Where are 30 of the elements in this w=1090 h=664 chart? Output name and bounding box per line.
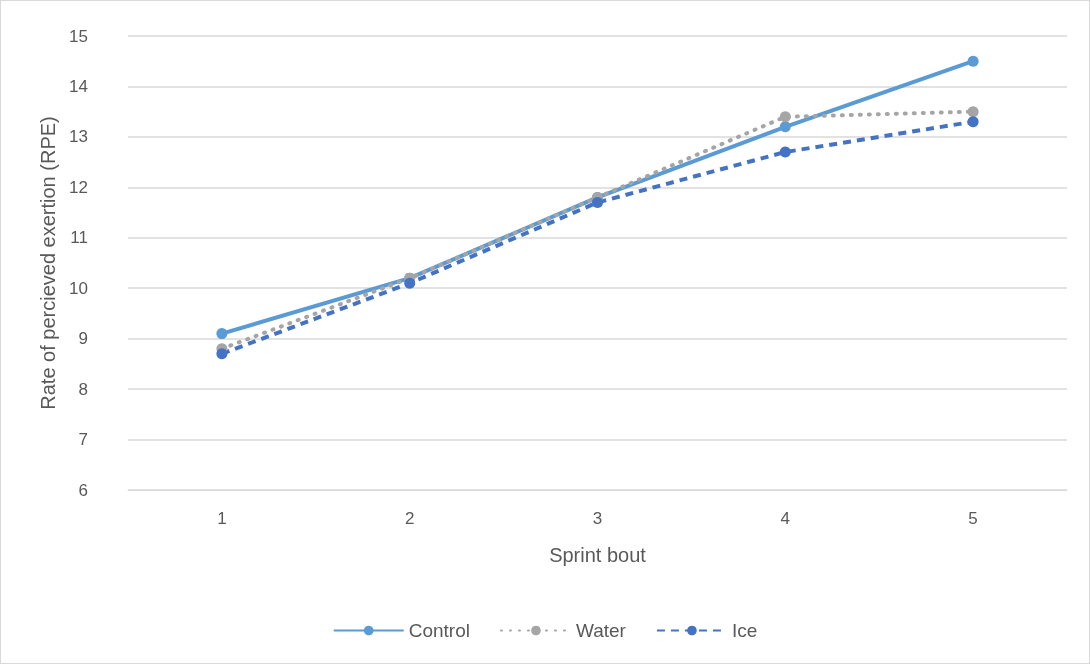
y-axis-title: Rate of percieved exertion (RPE) <box>37 116 59 410</box>
y-tick-label: 13 <box>69 127 88 147</box>
y-tick-label: 11 <box>70 228 88 248</box>
x-axis-title: Sprint bout <box>549 544 647 566</box>
x-tick-label: 5 <box>968 509 978 528</box>
legend-label: Ice <box>731 620 758 641</box>
x-tick-label: 4 <box>780 509 791 528</box>
x-tick-label: 3 <box>592 509 603 528</box>
point <box>967 106 979 118</box>
legend-label: Control <box>408 620 470 641</box>
point <box>779 121 791 133</box>
y-tick-label: 9 <box>78 329 88 349</box>
point <box>216 348 228 360</box>
point <box>404 277 416 289</box>
x-tick-label: 2 <box>404 509 415 528</box>
y-tick-label: 10 <box>69 278 88 298</box>
y-tick-label: 15 <box>69 26 88 46</box>
x-tick-label: 1 <box>217 509 227 528</box>
y-tick-label: 6 <box>78 480 88 500</box>
y-tick-label: 8 <box>78 379 88 399</box>
point <box>967 116 979 128</box>
point <box>216 328 228 340</box>
point <box>779 146 791 158</box>
point <box>592 196 603 208</box>
y-tick-label: 14 <box>69 76 88 96</box>
point <box>967 55 979 67</box>
y-tick-label: 7 <box>78 430 88 450</box>
legend-label: Water <box>575 620 627 641</box>
y-tick-label: 12 <box>69 177 88 197</box>
point <box>779 111 791 123</box>
